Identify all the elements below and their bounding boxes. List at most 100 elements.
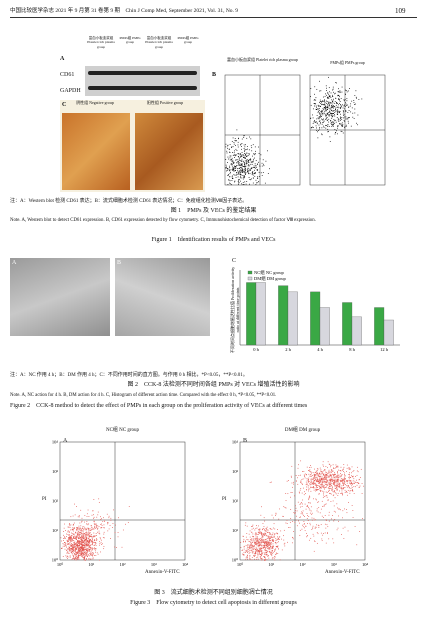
dot [317,533,319,535]
dot [351,472,352,474]
dot [244,153,245,154]
dot [81,539,83,541]
dot [279,559,281,561]
dot [101,544,103,545]
dot [92,541,94,543]
dot [325,481,327,483]
dot [75,557,77,559]
dot [233,165,235,167]
dot [63,542,65,543]
dot [93,535,95,537]
dot [310,506,312,508]
dot [291,476,292,478]
dot [329,485,331,487]
dot [311,529,313,530]
dot [81,550,83,551]
dot [229,173,231,175]
x-tick-label: 10² [120,562,127,567]
dot [333,113,334,114]
dot [63,531,65,532]
dot [324,469,326,471]
dot [311,483,313,484]
dot [329,136,331,138]
dot [306,536,308,538]
dot [270,481,272,483]
dot [91,536,93,537]
dot [272,532,274,534]
dot [240,541,242,543]
dot [260,154,262,156]
dot [291,482,293,484]
dot [275,548,277,550]
dot [269,551,271,552]
dot [309,484,311,486]
dot [357,471,359,473]
dot [363,485,365,487]
dot [334,474,336,476]
dot [88,542,90,543]
dot [95,548,97,550]
dot [103,533,105,535]
dot [72,524,74,526]
dot [333,542,335,544]
dot [327,120,329,122]
dot [352,510,354,511]
dot [258,549,260,551]
dot [88,541,90,542]
dot [84,545,85,547]
dot [328,101,330,103]
dot [246,168,248,170]
dot [82,551,84,553]
dot [128,506,130,507]
dot [78,559,80,561]
dot [68,531,70,532]
dot [239,174,241,175]
dot [315,484,317,486]
dot [322,482,323,484]
dot [237,162,239,164]
dot [315,106,317,108]
dot [93,545,95,546]
dot [339,110,341,112]
dot [275,513,277,515]
dot [320,116,322,117]
dot [323,109,324,111]
dot [237,153,239,155]
dot [319,116,320,118]
dot [241,138,243,140]
dot [98,526,100,527]
dot [264,520,266,522]
dot [340,116,341,118]
dot [226,152,228,154]
dot [74,542,75,544]
dot [325,107,327,108]
dot [332,100,333,102]
dot [272,517,274,519]
dot [77,527,79,529]
dot [264,546,265,548]
dot [305,481,307,483]
dot [252,171,254,172]
dot [71,532,72,534]
dot [295,507,297,509]
dot [332,113,333,115]
dot [242,169,244,170]
dot [355,481,357,483]
dot [233,142,235,143]
row-label: CD61 [60,72,75,78]
dot [242,540,244,542]
dot [244,164,245,165]
dot [324,113,326,115]
b-label: 富血小板血浆组 Platelet rich plasma group [227,57,298,62]
dot [361,483,363,484]
dot [341,117,343,118]
dot [309,509,311,511]
dot [264,530,266,532]
dot [319,481,321,483]
dot [352,471,354,472]
dot [255,527,257,529]
dot [320,111,322,112]
dot [310,510,312,512]
dot [76,554,78,556]
dot [81,548,83,550]
